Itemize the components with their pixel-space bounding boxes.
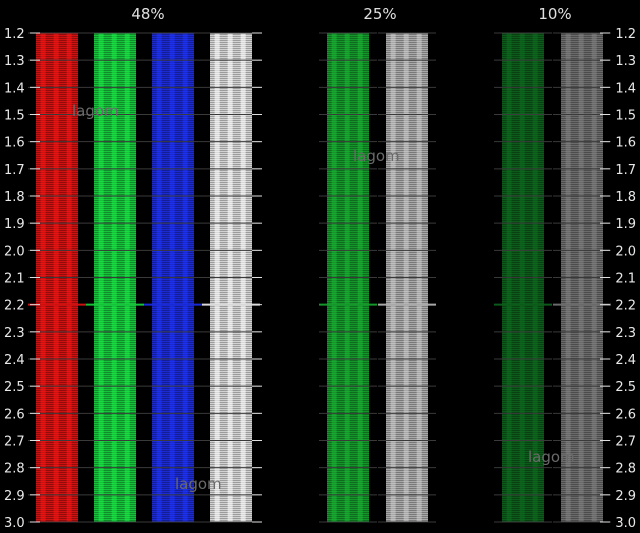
scale-label: 2.8	[4, 462, 25, 477]
scale-label: 1.2	[4, 27, 25, 42]
scale-label: 1.9	[615, 217, 636, 232]
group-title-10: 10%	[538, 5, 571, 23]
scale-label: 1.5	[615, 109, 636, 124]
scale-label: 1.5	[4, 109, 25, 124]
scale-label: 1.8	[4, 190, 25, 205]
group-title-25: 25%	[363, 5, 396, 23]
scale-label: 2.7	[615, 435, 636, 450]
watermark-logo: lagom	[353, 147, 400, 165]
watermark-logo: lagom	[72, 102, 119, 120]
scale-label: 3.0	[4, 516, 25, 531]
scale-label: 1.8	[615, 190, 636, 205]
scale-label: 2.2	[615, 299, 636, 314]
scale-label: 2.0	[615, 244, 636, 259]
scale-label: 1.4	[4, 81, 25, 96]
scale-label: 2.6	[4, 407, 25, 422]
scale-label: 2.4	[615, 353, 636, 368]
scale-labels-right: 1.2 1.3 1.4 1.5 1.6 1.7 1.8 1.9 2.0 2.1 2.2 2.3 2.4 2…	[615, 27, 636, 531]
scale-label: 2.8	[615, 462, 636, 477]
scale-label: 1.3	[615, 54, 636, 69]
scale-label: 1.7	[615, 163, 636, 178]
scale-label: 2.4	[4, 353, 25, 368]
watermark-logo: lagom	[528, 448, 575, 466]
scale-label: 1.6	[4, 136, 25, 151]
scale-label: 2.5	[615, 380, 636, 395]
tick-layer	[28, 32, 611, 523]
scale-label: 2.7	[4, 435, 25, 450]
scale-label: 1.7	[4, 163, 25, 178]
group-title-48: 48%	[131, 5, 164, 23]
scale-label: 2.1	[615, 272, 636, 287]
scale-label: 3.0	[615, 516, 636, 531]
scale-labels-left: 1.2 1.3 1.4 1.5 1.6 1.7 1.8 1.9 2.0 2.1 2.2 2.3 2.4 2…	[4, 27, 25, 531]
scale-label: 2.9	[615, 489, 636, 504]
scale-label: 2.1	[4, 272, 25, 287]
scale-label: 1.2	[615, 27, 636, 42]
scale-label: 2.6	[615, 407, 636, 422]
scale-label: 2.5	[4, 380, 25, 395]
scale-label: 1.3	[4, 54, 25, 69]
scale-label: 2.3	[4, 326, 25, 341]
scale-label: 1.6	[615, 136, 636, 151]
scale-label: 1.9	[4, 217, 25, 232]
scale-label: 1.4	[615, 81, 636, 96]
scale-label: 2.3	[615, 326, 636, 341]
scale-label: 2.2	[4, 299, 25, 314]
scale-label: 2.9	[4, 489, 25, 504]
watermark-logo: lagom	[175, 475, 222, 493]
scale-label: 2.0	[4, 244, 25, 259]
